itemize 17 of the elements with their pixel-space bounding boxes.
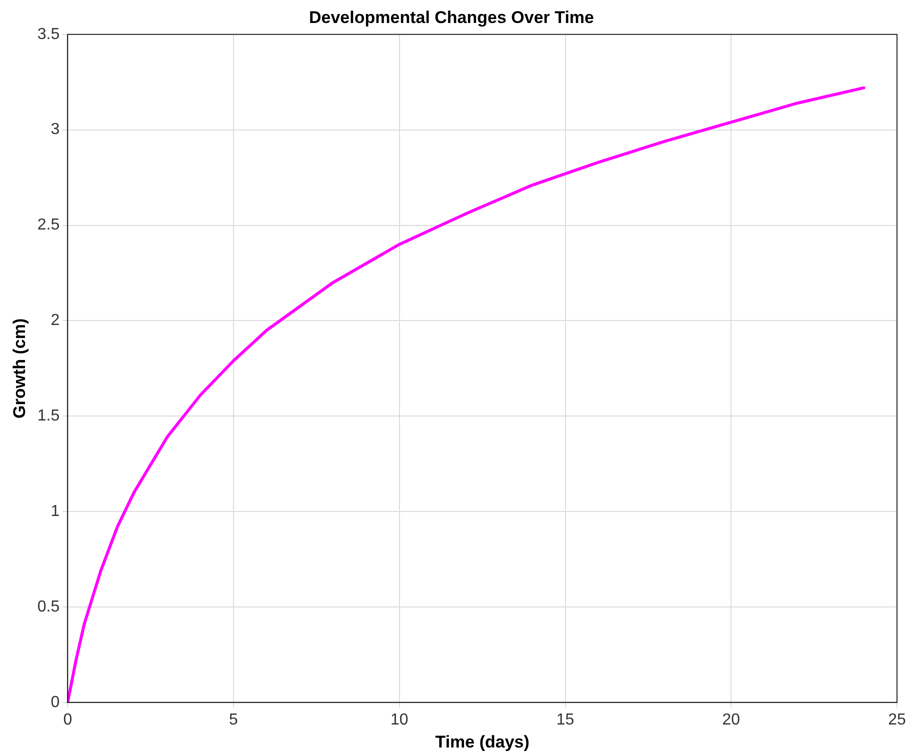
y-tick-label: 3.5 [37,26,60,43]
x-tick-label: 0 [63,711,72,728]
x-tick-label: 15 [556,711,574,728]
y-tick-label: 0.5 [37,598,60,616]
y-axis-title: Growth (cm) [10,318,29,418]
y-tick-label: 1.5 [37,408,60,425]
x-tick-label: 10 [390,711,408,728]
y-tick-label: 1 [50,502,60,520]
y-tick-label: 2 [50,312,60,330]
x-axis-title: Time (days) [435,732,530,752]
y-tick-label: 3 [50,121,60,138]
x-tick-label: 20 [722,711,740,728]
x-tick-label: 25 [888,711,906,728]
chart-title: Developmental Changes Over Time [308,8,594,27]
y-tick-label: 2.5 [37,216,60,234]
y-tick-label: 0 [50,694,60,711]
x-tick-label: 5 [229,711,238,728]
